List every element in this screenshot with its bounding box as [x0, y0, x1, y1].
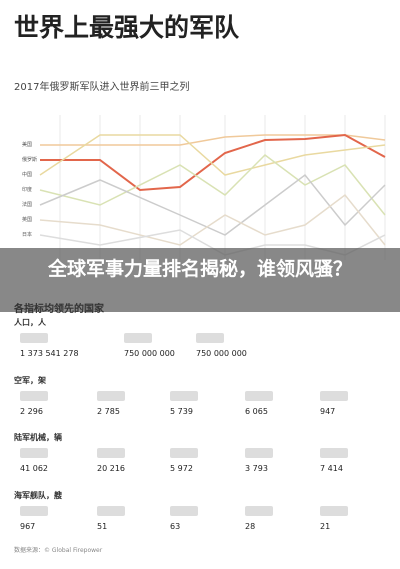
item-icon	[320, 448, 348, 458]
country-label: 俄罗斯	[22, 157, 38, 163]
item-icon	[97, 506, 125, 516]
item-icon	[124, 333, 152, 343]
footer-source: 数据来源：© Global Firepower	[14, 547, 103, 554]
country-label: 英国	[22, 217, 33, 223]
rank-chart	[39, 115, 386, 260]
item-icon	[97, 391, 125, 401]
item-value: 21	[320, 522, 331, 531]
item-value: 3 793	[245, 464, 268, 473]
item-value: 967	[20, 522, 36, 531]
banner-overlay	[0, 248, 400, 312]
item-value: 947	[320, 407, 336, 416]
item-icon	[97, 448, 125, 458]
section-heading: 海军舰队，艘	[14, 491, 62, 500]
section-heading: 各指标均领先的国家	[14, 304, 104, 315]
section-heading: 空军，架	[14, 376, 46, 385]
item-icon	[245, 506, 273, 516]
item-value: 28	[245, 522, 256, 531]
item-icon	[320, 391, 348, 401]
country-label: 日本	[22, 232, 33, 238]
country-label: 法国	[22, 202, 33, 208]
item-value: 1 373 541 278	[20, 349, 79, 358]
item-value: 750 000 000	[124, 349, 175, 358]
item-icon	[170, 391, 198, 401]
item-value: 6 065	[245, 407, 268, 416]
section-subheading: 人口，人	[14, 318, 46, 327]
item-icon	[320, 506, 348, 516]
country-label: 中国	[22, 172, 33, 178]
item-icon	[170, 448, 198, 458]
item-value: 2 296	[20, 407, 43, 416]
item-value: 750 000 000	[196, 349, 247, 358]
item-icon	[170, 506, 198, 516]
item-icon	[20, 506, 48, 516]
item-value: 51	[97, 522, 108, 531]
item-icon	[245, 448, 273, 458]
item-value: 63	[170, 522, 181, 531]
section-heading: 陆军机械，辆	[14, 433, 62, 442]
item-icon	[245, 391, 273, 401]
item-value: 5 739	[170, 407, 193, 416]
item-icon	[196, 333, 224, 343]
item-icon	[20, 391, 48, 401]
item-icon	[20, 333, 48, 343]
item-value: 5 972	[170, 464, 193, 473]
item-value: 41 062	[20, 464, 48, 473]
item-value: 2 785	[97, 407, 120, 416]
country-label: 印度	[22, 187, 33, 193]
country-label: 美国	[22, 142, 33, 148]
item-icon	[20, 448, 48, 458]
item-value: 7 414	[320, 464, 343, 473]
item-value: 20 216	[97, 464, 125, 473]
subtitle: 2017年俄罗斯军队进入世界前三甲之列	[14, 82, 190, 93]
title: 世界上最强大的军队	[14, 13, 240, 42]
banner-text: 全球军事力量排名揭秘，谁领风骚？	[47, 258, 352, 280]
